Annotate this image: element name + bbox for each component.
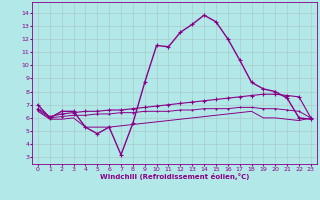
X-axis label: Windchill (Refroidissement éolien,°C): Windchill (Refroidissement éolien,°C)	[100, 173, 249, 180]
